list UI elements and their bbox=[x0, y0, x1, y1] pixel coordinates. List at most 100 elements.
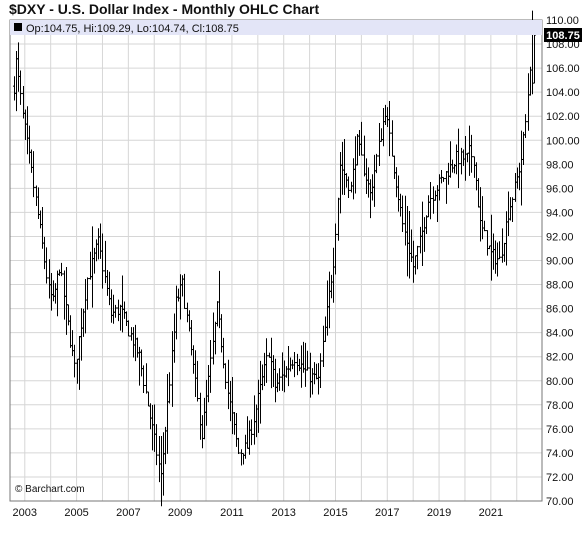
ohlc-bar bbox=[209, 339, 212, 393]
ohlc-bar bbox=[175, 285, 178, 340]
ohlc-bar bbox=[505, 211, 508, 266]
ohlc-bar bbox=[136, 337, 139, 358]
ohlc-bar bbox=[147, 391, 150, 407]
ohlc-bar bbox=[194, 350, 197, 397]
x-tick-label: 2017 bbox=[375, 507, 399, 519]
ohlc-bar bbox=[192, 345, 195, 374]
ohlc-bar bbox=[272, 355, 275, 387]
y-tick-label: 108.00 bbox=[546, 39, 580, 51]
ohlc-bar bbox=[408, 210, 411, 279]
ohlc-bar bbox=[455, 144, 458, 175]
ohlc-bar bbox=[41, 206, 44, 249]
ohlc-bar bbox=[183, 273, 186, 309]
ohlc-bar bbox=[112, 294, 115, 324]
ohlc-bar bbox=[117, 299, 120, 322]
ohlc-bar bbox=[110, 289, 113, 323]
ohlc-bar bbox=[233, 411, 236, 435]
ohlc-bar bbox=[442, 176, 445, 182]
ohlc-bar bbox=[89, 251, 92, 280]
ohlc-bar bbox=[378, 122, 381, 166]
y-tick-label: 106.00 bbox=[546, 63, 580, 75]
barchart-credit: © Barchart.com bbox=[15, 484, 85, 495]
ohlc-bar bbox=[334, 223, 337, 275]
ohlc-bar bbox=[179, 274, 182, 320]
ohlc-bar bbox=[494, 240, 497, 274]
x-tick-label: 2003 bbox=[13, 507, 37, 519]
ohlc-bar bbox=[205, 379, 208, 426]
ohlc-bar bbox=[524, 114, 527, 138]
ohlc-bar bbox=[429, 181, 432, 220]
ohlc-bar bbox=[123, 301, 126, 319]
ohlc-bar bbox=[121, 275, 124, 333]
ohlc-bar bbox=[250, 419, 253, 446]
x-axis: 2003 2005 2007 2009 2011 2013 2015 2017 2019 2021 bbox=[13, 507, 504, 519]
y-tick-label: 84.00 bbox=[546, 328, 574, 340]
ohlc-bar bbox=[56, 270, 59, 317]
ohlc-bar bbox=[475, 162, 478, 191]
ohlc-bar bbox=[440, 169, 443, 184]
chart-gridlines bbox=[10, 19, 542, 502]
y-tick-label: 96.00 bbox=[546, 183, 574, 195]
ohlc-bar bbox=[503, 242, 506, 262]
ohlc-bar bbox=[375, 153, 378, 174]
ohlc-bar bbox=[328, 271, 331, 329]
ohlc-bar bbox=[285, 366, 288, 378]
ohlc-bar bbox=[43, 236, 46, 270]
ohlc-bar bbox=[168, 372, 171, 404]
ohlc-bar bbox=[99, 223, 102, 259]
ohlc-bar bbox=[19, 70, 22, 105]
ohlc-bar bbox=[134, 324, 137, 362]
ohlc-bar bbox=[341, 141, 344, 195]
x-tick-label: 2007 bbox=[116, 507, 140, 519]
ohlc-bar bbox=[298, 358, 301, 372]
ohlc-bar bbox=[142, 365, 145, 394]
ohlc-bar bbox=[423, 217, 426, 252]
ohlc-bar bbox=[67, 304, 70, 326]
ohlc-bar bbox=[304, 342, 307, 387]
ohlc-bar bbox=[196, 360, 199, 402]
y-tick-label: 74.00 bbox=[546, 448, 574, 460]
ohlc-bar bbox=[265, 338, 268, 383]
ohlc-bar bbox=[319, 353, 322, 388]
ohlc-bar bbox=[287, 345, 290, 387]
ohlc-bar bbox=[69, 315, 72, 348]
ohlc-bar bbox=[347, 176, 350, 198]
ohlc-bar bbox=[171, 331, 174, 407]
ohlc-bar bbox=[235, 413, 238, 447]
ohlc-bar bbox=[73, 344, 76, 378]
ohlc-bar bbox=[15, 50, 18, 112]
x-tick-label: 2013 bbox=[271, 507, 295, 519]
ohlc-bar bbox=[498, 241, 501, 260]
ohlc-bar bbox=[332, 247, 335, 303]
ohlc-bar bbox=[468, 125, 471, 176]
ohlc-bar bbox=[306, 350, 309, 371]
ohlc-bar bbox=[26, 106, 29, 155]
ohlc-bar bbox=[501, 228, 504, 263]
ohlc-bar bbox=[28, 125, 31, 164]
ohlc-bar bbox=[45, 247, 48, 284]
ohlc-bar bbox=[300, 345, 303, 388]
ohlc-bar bbox=[160, 436, 163, 507]
y-tick-label: 78.00 bbox=[546, 400, 574, 412]
ohlc-bar bbox=[214, 321, 217, 355]
ohlc-bar bbox=[125, 311, 128, 326]
ohlc-bar bbox=[473, 156, 476, 178]
ohlc-bar bbox=[216, 301, 219, 327]
ohlc-legend-square bbox=[14, 23, 22, 31]
ohlc-bar bbox=[533, 28, 536, 84]
ohlc-bar bbox=[101, 233, 104, 289]
ohlc-bar bbox=[237, 437, 240, 454]
ohlc-bar bbox=[127, 320, 130, 337]
ohlc-readout-background bbox=[10, 20, 542, 35]
ohlc-bar bbox=[509, 197, 512, 221]
ohlc-bar bbox=[78, 335, 81, 390]
ohlc-bar bbox=[406, 205, 409, 277]
ohlc-bar bbox=[388, 101, 391, 157]
ohlc-bar bbox=[404, 195, 407, 246]
ohlc-bar bbox=[291, 359, 294, 370]
ohlc-bar bbox=[164, 426, 167, 465]
y-tick-label: 102.00 bbox=[546, 111, 580, 123]
ohlc-bar bbox=[507, 191, 510, 236]
ohlc-readout: Op:104.75, Hi:109.29, Lo:104.74, Cl:108.… bbox=[26, 23, 239, 35]
chart-title: $DXY - U.S. Dollar Index - Monthly OHLC … bbox=[9, 1, 320, 17]
